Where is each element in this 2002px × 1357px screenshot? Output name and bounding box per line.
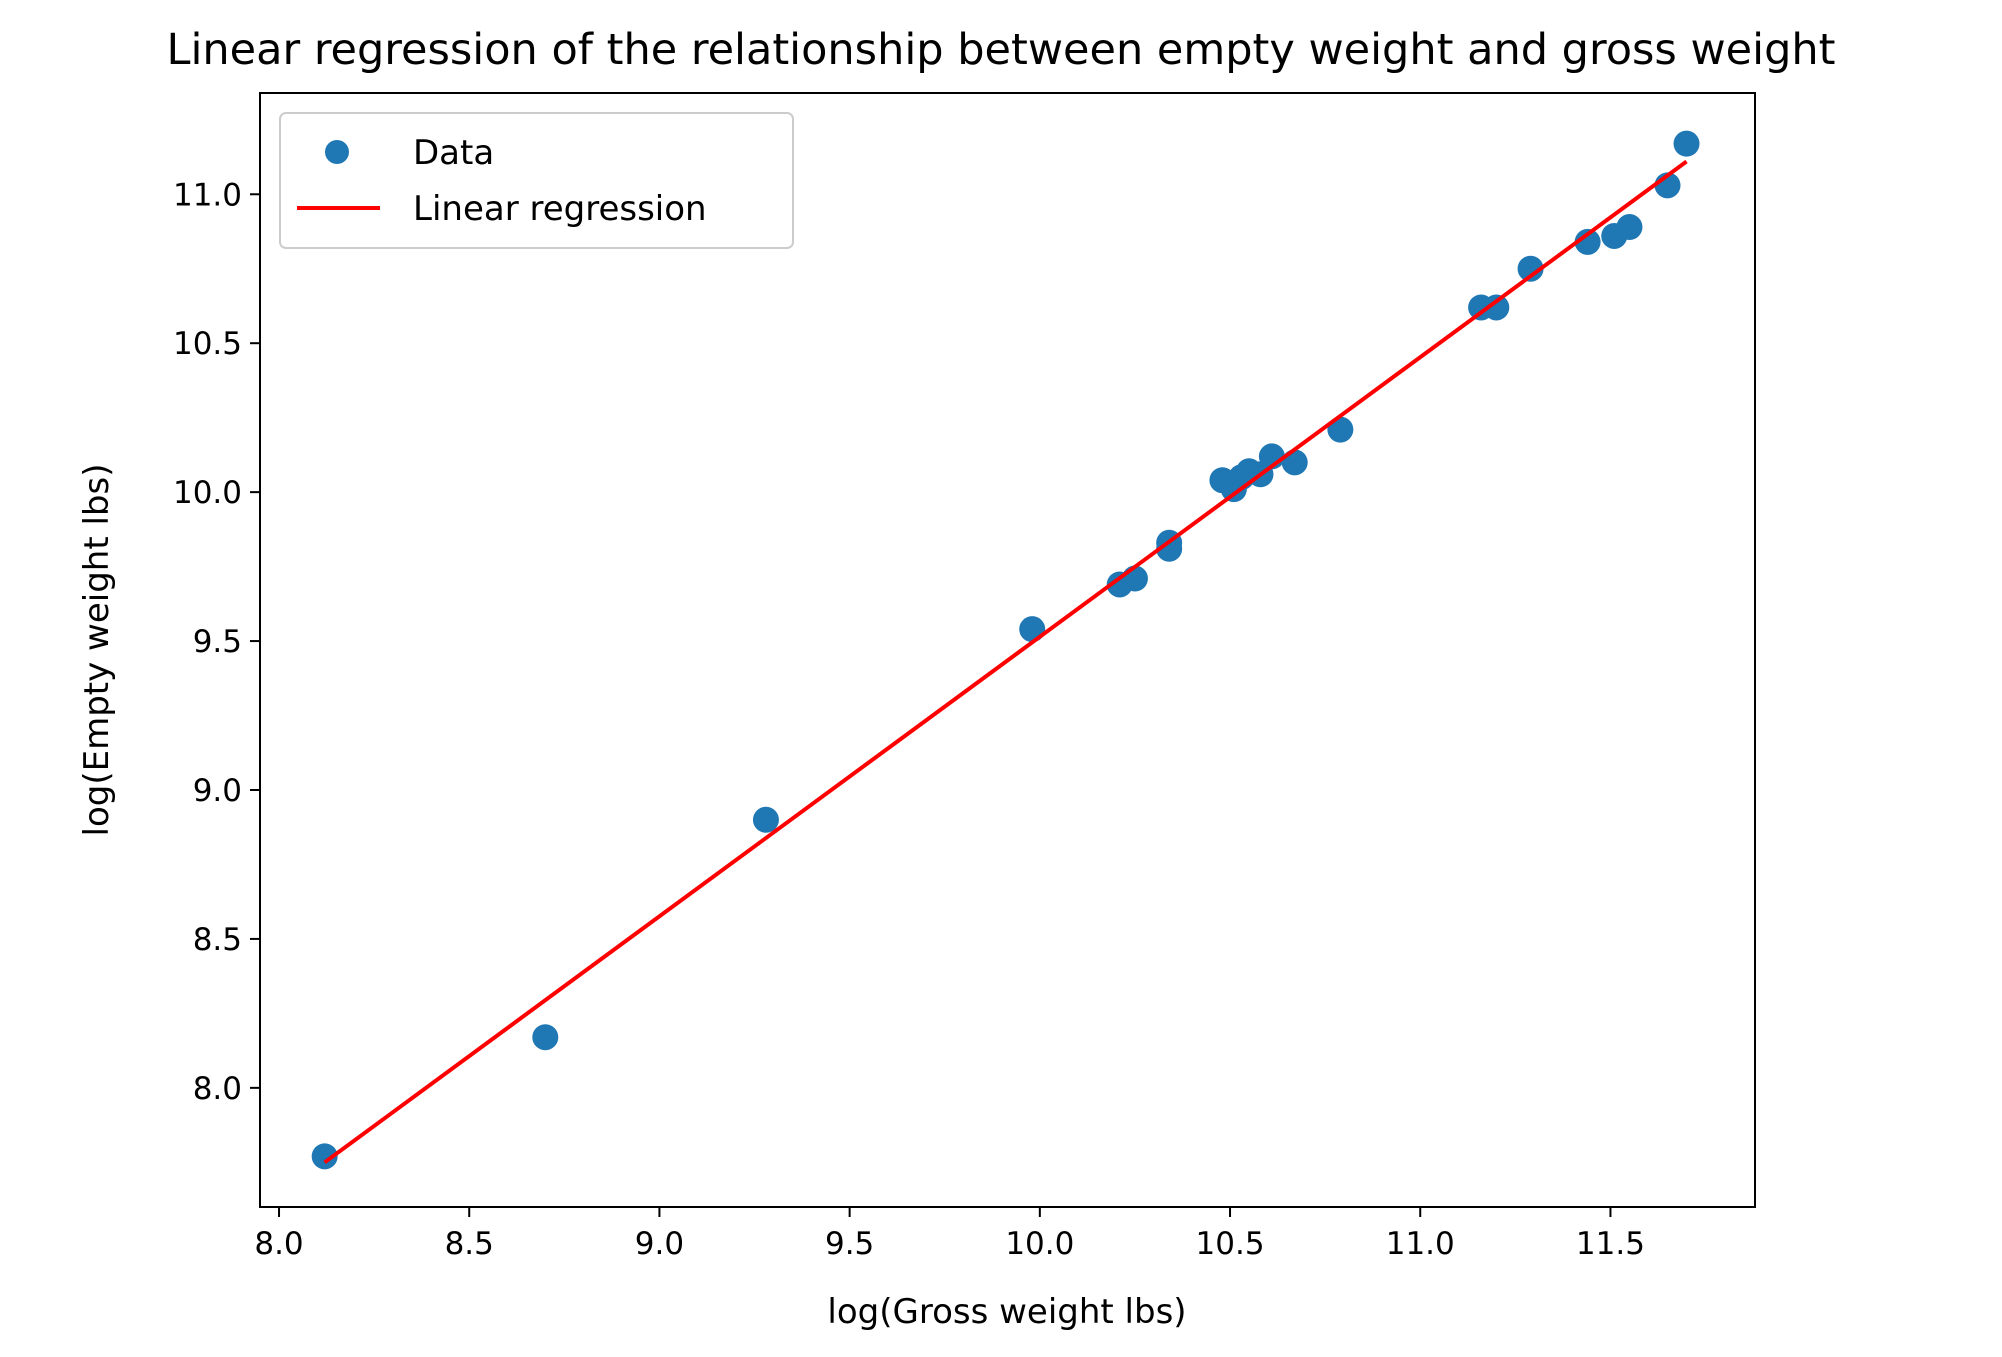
data-point xyxy=(1156,535,1183,562)
data-point xyxy=(1281,449,1308,476)
x-axis-ticks: 8.0 8.5 9.0 9.5 10.0 10.5 11.0 11.5 xyxy=(254,1207,1645,1262)
y-tick-label: 9.5 xyxy=(193,624,242,660)
data-point xyxy=(1673,130,1700,157)
x-tick-label: 11.0 xyxy=(1386,1226,1455,1262)
chart-title: Linear regression of the relationship be… xyxy=(167,25,1836,75)
y-tick-label: 10.5 xyxy=(173,326,242,362)
x-tick-label: 10.0 xyxy=(1005,1226,1074,1262)
data-point xyxy=(1019,616,1046,643)
legend: Data Linear regression xyxy=(279,112,794,249)
legend-data-marker xyxy=(325,140,349,164)
data-point xyxy=(532,1024,559,1051)
x-axis-label: log(Gross weight lbs) xyxy=(827,1292,1186,1332)
legend-regression-label: Linear regression xyxy=(413,189,707,229)
x-tick-label: 8.0 xyxy=(254,1226,303,1262)
x-tick-label: 9.0 xyxy=(635,1226,684,1262)
data-point xyxy=(311,1143,338,1170)
x-tick-label: 10.5 xyxy=(1196,1226,1265,1262)
regression-line xyxy=(323,159,1688,1164)
y-tick-label: 9.0 xyxy=(193,773,242,809)
y-tick-label: 8.5 xyxy=(193,922,242,958)
data-point xyxy=(1517,255,1544,282)
data-point xyxy=(1483,294,1510,321)
plot-area-frame xyxy=(259,92,1756,1208)
data-point xyxy=(1574,228,1601,255)
legend-frame xyxy=(279,112,794,249)
data-point xyxy=(752,806,779,833)
y-axis-ticks: 8.0 8.5 9.0 9.5 10.0 10.5 11.0 xyxy=(173,177,260,1107)
data-point xyxy=(1616,214,1643,241)
y-tick-label: 11.0 xyxy=(173,177,242,213)
x-tick-label: 8.5 xyxy=(445,1226,494,1262)
data-point xyxy=(1121,565,1148,592)
regression-layer xyxy=(323,159,1688,1164)
y-axis-label: log(Empty weight lbs) xyxy=(77,464,117,837)
x-tick-label: 9.5 xyxy=(825,1226,874,1262)
y-tick-label: 10.0 xyxy=(173,475,242,511)
legend-data-label: Data xyxy=(413,133,494,173)
x-tick-label: 11.5 xyxy=(1576,1226,1645,1262)
y-tick-label: 8.0 xyxy=(193,1071,242,1107)
